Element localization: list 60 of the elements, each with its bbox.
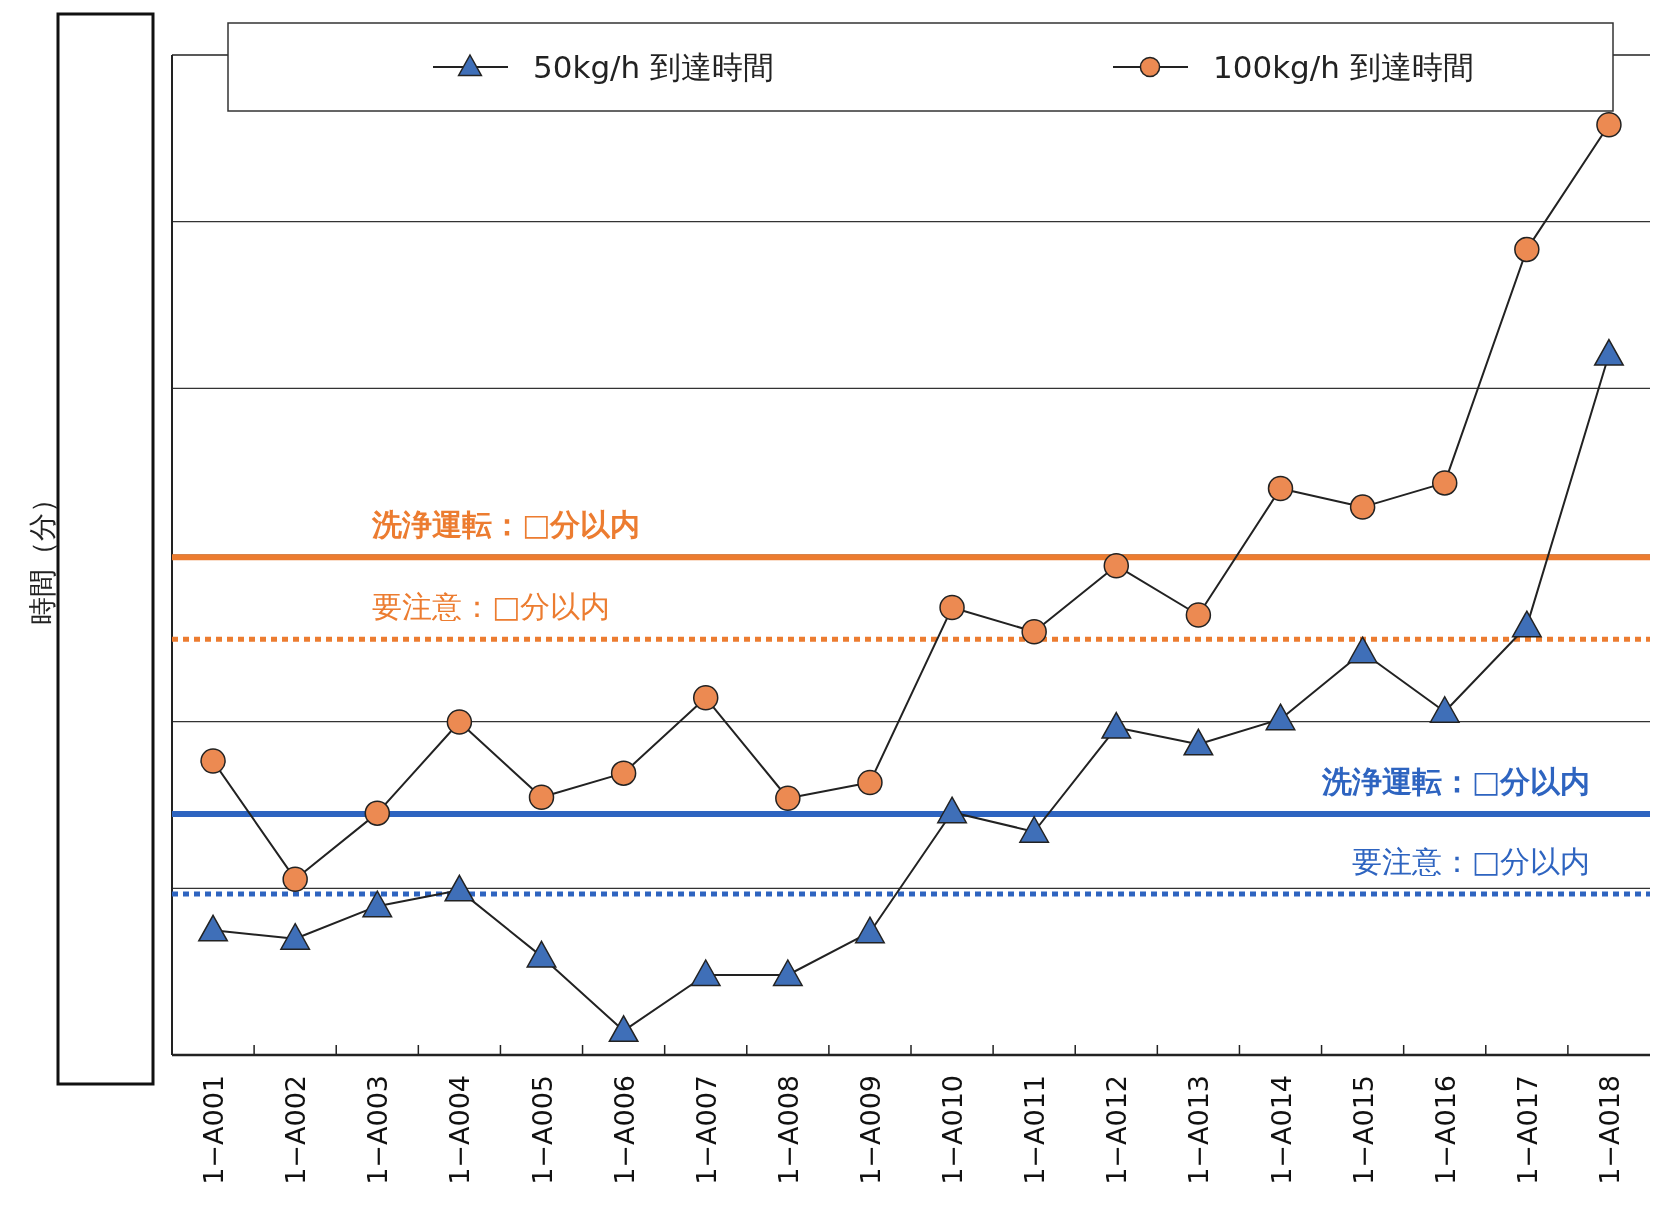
point xyxy=(692,685,719,711)
point xyxy=(1019,815,1050,843)
x-tick-label: 1−A003 xyxy=(362,1075,394,1185)
point xyxy=(198,914,229,942)
y-axis-title: 時間（分） xyxy=(26,485,59,625)
point xyxy=(1349,494,1376,520)
point xyxy=(1101,711,1132,739)
point xyxy=(364,800,391,826)
ref-line-label: 洗浄運転：□分以内 xyxy=(1320,764,1590,800)
point xyxy=(1021,618,1047,645)
point xyxy=(690,959,721,987)
x-tick-label: 1−A005 xyxy=(526,1075,558,1185)
point xyxy=(444,874,475,902)
point xyxy=(854,916,885,944)
point xyxy=(1429,695,1460,723)
ref-line-label: 洗浄運転：□分以内 xyxy=(371,507,641,543)
x-tick-label: 1−A008 xyxy=(772,1075,804,1185)
x-tick-label: 1−A002 xyxy=(280,1075,312,1185)
point xyxy=(1185,602,1212,628)
point xyxy=(362,890,393,918)
legend-label: 50kg/h 到達時間 xyxy=(533,49,775,85)
point xyxy=(528,784,555,811)
x-tick-label: 1−A012 xyxy=(1101,1075,1133,1185)
point xyxy=(1347,636,1378,664)
ref-line-label: 要注意：□分以内 xyxy=(372,589,611,625)
x-tick-label: 1−A004 xyxy=(444,1075,476,1185)
x-tick-label: 1−A013 xyxy=(1183,1075,1215,1185)
x-tick-label: 1−A014 xyxy=(1265,1075,1297,1185)
x-tick-label: 1−A010 xyxy=(937,1075,969,1185)
point xyxy=(1431,470,1458,496)
x-tick-label: 1−A007 xyxy=(690,1075,722,1185)
point xyxy=(526,940,557,968)
point xyxy=(857,769,883,796)
point xyxy=(280,922,311,950)
point xyxy=(1265,703,1296,731)
point xyxy=(1183,728,1214,756)
point xyxy=(608,1015,639,1043)
point xyxy=(772,959,803,987)
point xyxy=(1511,610,1542,638)
x-tick-label: 1−A006 xyxy=(608,1075,640,1185)
point xyxy=(610,760,637,786)
x-tick-label: 1−A017 xyxy=(1511,1075,1543,1185)
x-tick-label: 1−A011 xyxy=(1019,1075,1051,1185)
point xyxy=(937,796,968,824)
point xyxy=(1267,475,1294,502)
x-tick-label: 1−A015 xyxy=(1347,1075,1379,1185)
legend-label: 100kg/h 到達時間 xyxy=(1213,49,1474,85)
x-tick-label: 1−A001 xyxy=(198,1075,230,1185)
point xyxy=(446,709,473,735)
x-tick-label: 1−A009 xyxy=(854,1075,886,1185)
point xyxy=(1514,236,1540,263)
x-tick-label: 1−A018 xyxy=(1593,1075,1625,1185)
point xyxy=(200,748,226,774)
point xyxy=(1596,112,1622,138)
x-tick-label: 1−A016 xyxy=(1429,1075,1461,1185)
point xyxy=(775,785,801,812)
point xyxy=(1103,552,1130,579)
point xyxy=(939,594,965,621)
point xyxy=(282,866,308,892)
ref-line-label: 要注意：□分以内 xyxy=(1351,844,1590,880)
